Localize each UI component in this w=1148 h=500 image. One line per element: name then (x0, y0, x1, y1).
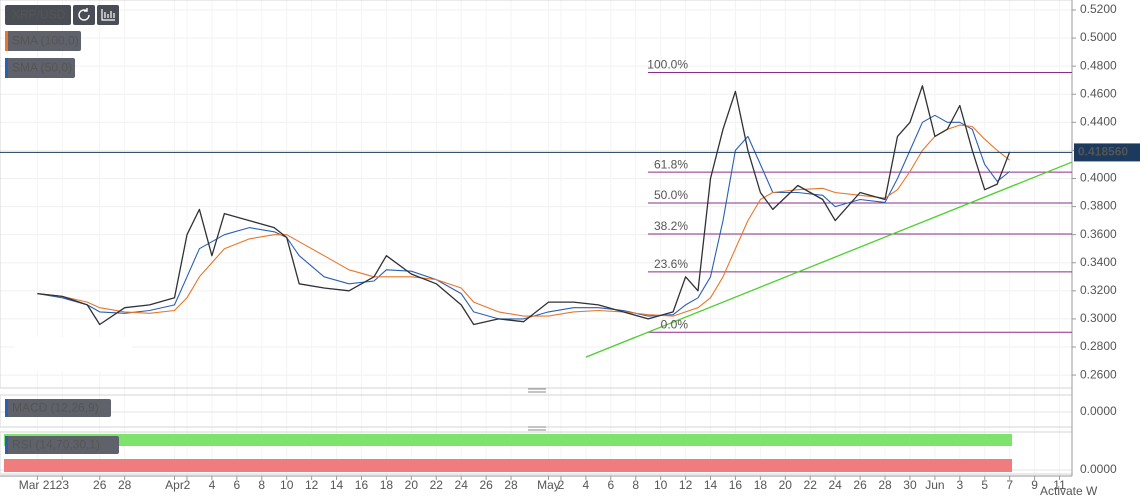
rsi-overbought-band (4, 434, 1012, 446)
x-tick-label: 8 (632, 478, 639, 492)
indicator-label-box[interactable] (5, 436, 119, 454)
indicator-swatch (5, 399, 8, 417)
fib-label: 23.6% (654, 257, 688, 271)
indicator-swatch (5, 436, 8, 454)
grid (0, 0, 1076, 480)
x-tick-label: 23 (56, 478, 70, 492)
legend-swatch (5, 58, 8, 78)
current-price-label: 0.418560 (1078, 145, 1128, 159)
x-tick-label: Mar 21 (19, 478, 57, 492)
y-tick-label: 0.5200 (1080, 2, 1117, 16)
y-tick-label: 0.3600 (1080, 227, 1117, 241)
x-tick-label: 2 (558, 478, 565, 492)
legend-label[interactable]: SMA (100,0) (12, 34, 79, 48)
x-tick-label: 18 (754, 478, 768, 492)
indicator-label-box[interactable] (5, 399, 111, 417)
sma-line (37, 124, 1011, 317)
rsi-oversold-band (4, 459, 1012, 472)
x-tick-label: 30 (903, 478, 917, 492)
marks (0, 71, 1073, 358)
x-tick-label: 10 (280, 478, 294, 492)
x-tick-label: 4 (583, 478, 590, 492)
x-tick-label: 5 (981, 478, 988, 492)
y-tick-label: 0.4400 (1080, 114, 1117, 128)
y-tick-label: 0.2600 (1080, 367, 1117, 381)
x-tick-label: 20 (779, 478, 793, 492)
x-tick-label: 8 (258, 478, 265, 492)
x-tick-label: 26 (479, 478, 493, 492)
x-tick-label: 2 (184, 478, 191, 492)
x-tick-label: 26 (853, 478, 867, 492)
x-tick-label: 20 (405, 478, 419, 492)
x-tick-label: 11 (1053, 478, 1066, 492)
x-tick-label: 6 (233, 478, 240, 492)
legend-label[interactable]: SMA (50,0) (12, 61, 72, 75)
x-tick-label: 16 (729, 478, 743, 492)
trendline (585, 161, 1073, 358)
x-tick-label: 9 (1031, 478, 1038, 492)
x-tick-label: 16 (355, 478, 369, 492)
x-tick-label: 28 (878, 478, 892, 492)
x-tick-label: 24 (828, 478, 842, 492)
current-price-box (1074, 143, 1140, 162)
x-tick-label: 14 (330, 478, 344, 492)
y-tick-label: 0.2800 (1080, 339, 1117, 353)
fib-label: 0.0% (661, 317, 689, 331)
x-tick-label: 26 (93, 478, 107, 492)
x-tick-label: 14 (704, 478, 718, 492)
x-tick-label: 12 (679, 478, 693, 492)
x-tick-label: 3 (956, 478, 963, 492)
fib-label: 38.2% (654, 219, 688, 233)
overlay: 0.2600 0.2800 0.3000 0.3200 0.3400 0.3600 0.38… (5, 2, 1140, 498)
x-tick-label: 28 (118, 478, 132, 492)
x-tick-label: 6 (607, 478, 614, 492)
refresh-button[interactable] (73, 5, 95, 25)
legend-box[interactable] (5, 58, 75, 78)
fib-label: 50.0% (654, 188, 688, 202)
y-tick-label: 0.3800 (1080, 199, 1117, 213)
y-tick-label: 0.5000 (1080, 30, 1117, 44)
fib-label: 100.0% (647, 58, 688, 72)
legend-box[interactable] (5, 5, 71, 25)
x-tick-label: 10 (654, 478, 668, 492)
price-line (37, 85, 1011, 326)
y-tick-label: 0.4800 (1080, 58, 1117, 72)
y-tick-label: 0.4000 (1080, 171, 1117, 185)
y-tick-label: 0.3400 (1080, 255, 1117, 269)
watermark: Activate W (1040, 484, 1098, 498)
x-tick-label: 12 (305, 478, 319, 492)
refresh-icon[interactable] (78, 8, 90, 21)
x-tick-label: May (537, 478, 560, 492)
y-tick-label: 0.3200 (1080, 283, 1117, 297)
indicator-icon[interactable] (101, 9, 115, 21)
x-tick-label: Jun (925, 478, 944, 492)
x-tick-label: 4 (209, 478, 216, 492)
x-tick-label: 22 (430, 478, 444, 492)
x-tick-label: Apr (165, 478, 184, 492)
legend-label[interactable]: XRP/USD (12, 8, 66, 22)
panel-handle[interactable] (528, 388, 546, 393)
sma-line (37, 114, 1011, 320)
indicator-label[interactable]: MACD (12,26,9) (12, 401, 99, 415)
indicator-label[interactable]: RSI (14,70,30,1) (12, 438, 100, 452)
fib-label: 61.8% (654, 157, 688, 171)
y-tick-label: 0.3000 (1080, 311, 1117, 325)
x-tick-label: 7 (1006, 478, 1013, 492)
legend-box[interactable] (5, 31, 81, 51)
x-tick-label: 18 (380, 478, 394, 492)
blank-box (14, 337, 132, 371)
x-tick-label: 22 (804, 478, 818, 492)
x-tick-label: 24 (455, 478, 469, 492)
indicator-tick-label: 0.0000 (1080, 404, 1117, 418)
indicator-tick-label: 0.0000 (1080, 462, 1117, 476)
x-tick-label: 28 (504, 478, 518, 492)
panel-handle[interactable] (528, 426, 546, 431)
y-tick-label: 0.4600 (1080, 86, 1117, 100)
legend-swatch (5, 31, 8, 51)
